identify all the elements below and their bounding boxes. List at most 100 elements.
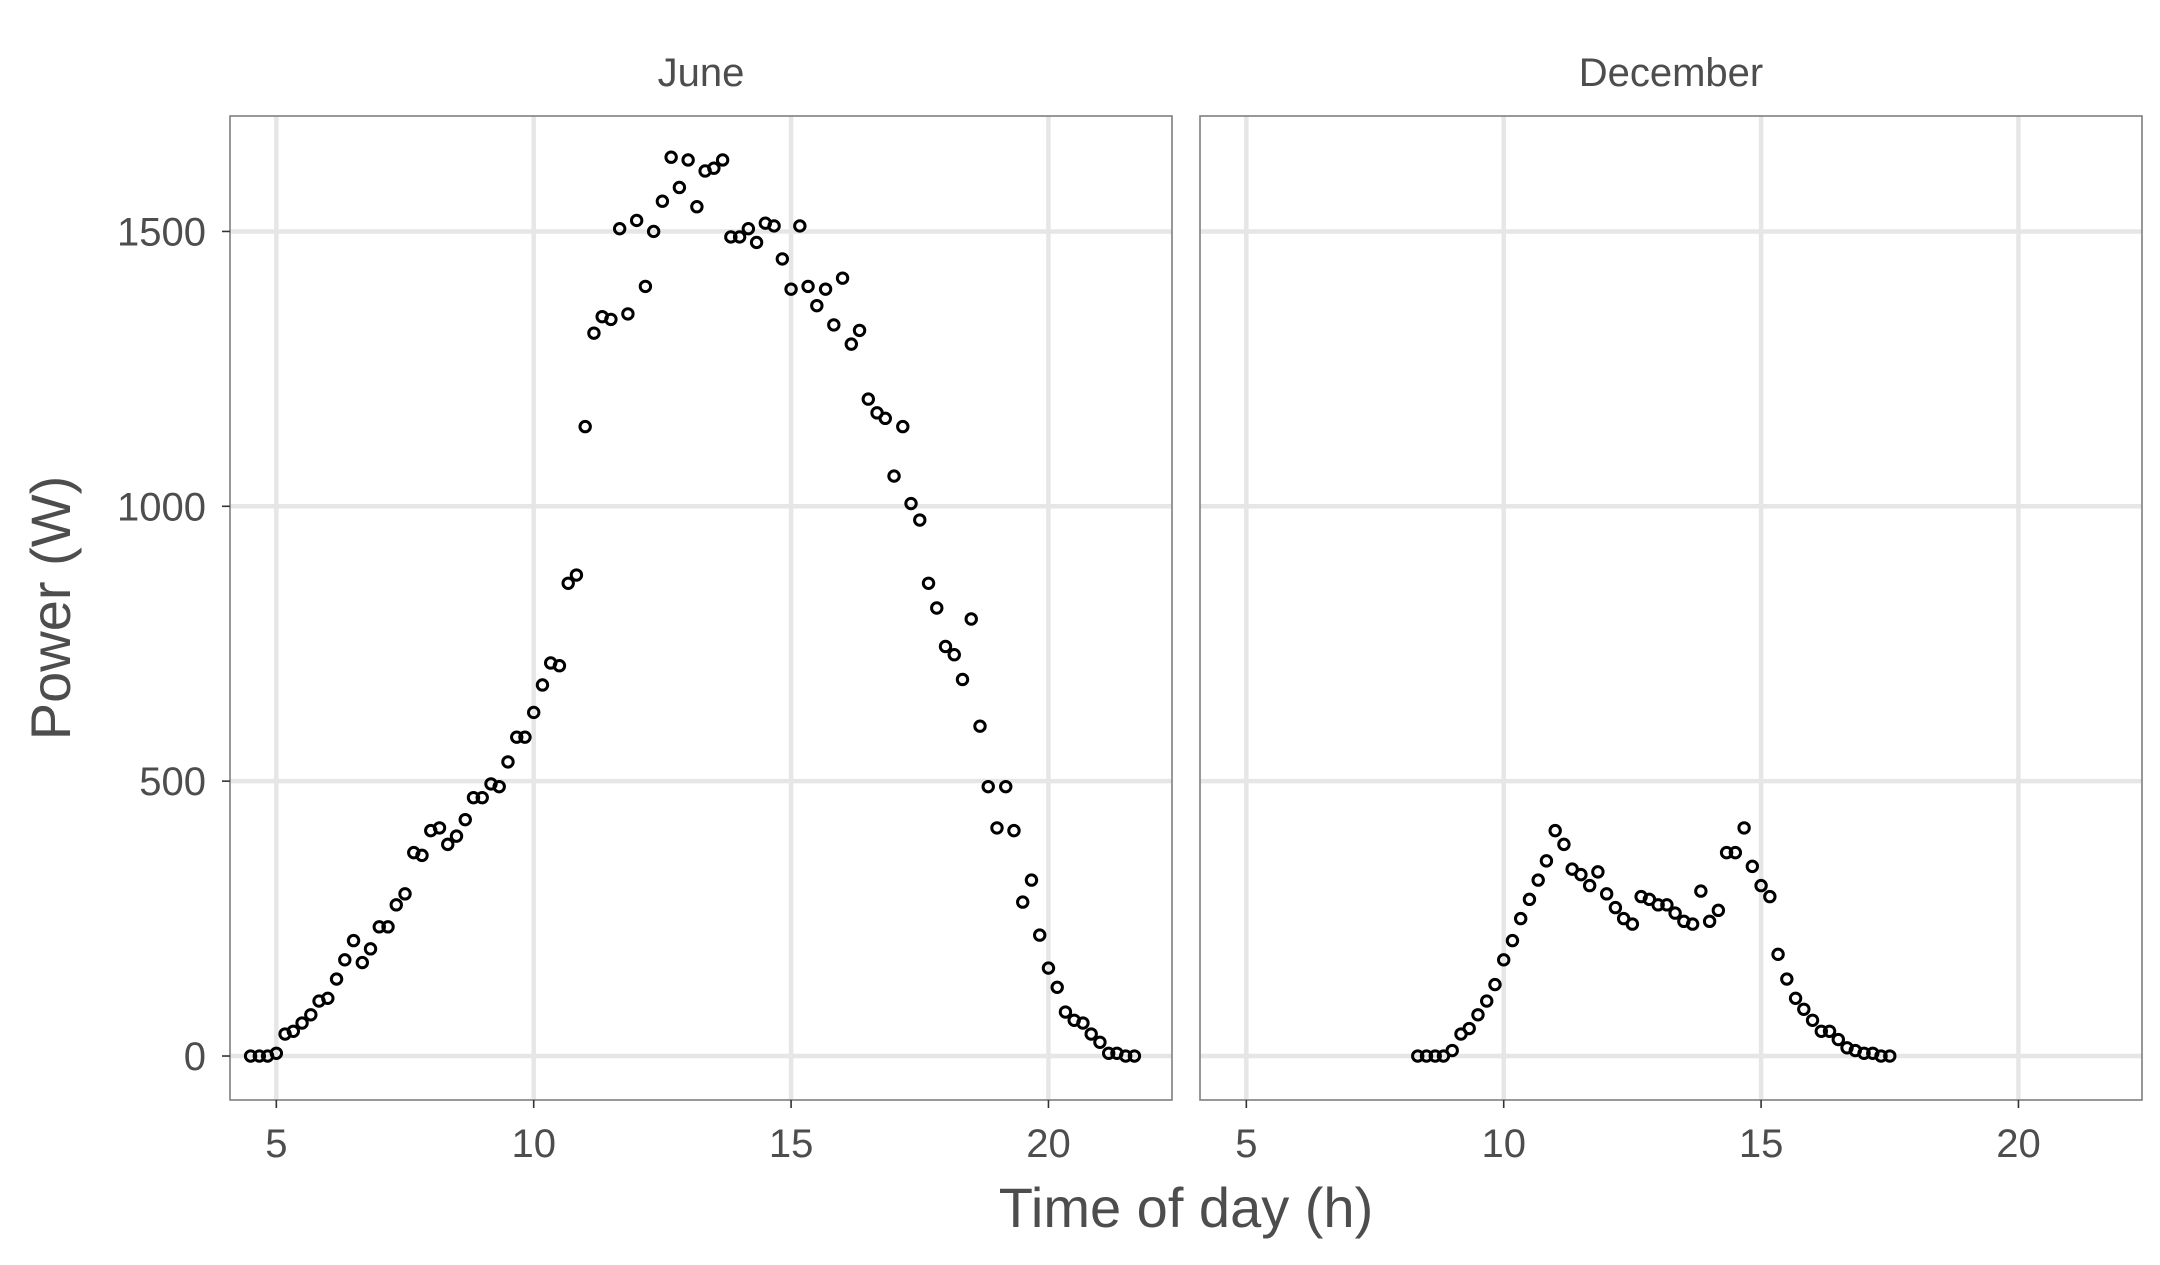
- data-point: [999, 779, 1013, 794]
- data-point: [818, 282, 833, 296]
- data-point: [715, 153, 730, 167]
- data-point: [569, 568, 584, 582]
- data-point: [1814, 1024, 1829, 1038]
- data-point: [655, 194, 670, 208]
- data-point: [612, 221, 627, 236]
- data-point: [835, 271, 850, 285]
- data-point: [604, 312, 618, 327]
- data-point: [304, 1008, 318, 1022]
- data-point: [827, 318, 841, 332]
- facet-label-june: June: [658, 51, 745, 95]
- data-point: [1411, 1049, 1425, 1063]
- x-axis-title: Time of day (h): [999, 1176, 1373, 1239]
- data-point: [1471, 1008, 1485, 1022]
- data-point: [432, 821, 447, 835]
- data-point: [372, 920, 386, 934]
- data-point: [346, 933, 361, 948]
- data-point: [1480, 994, 1494, 1008]
- x-tick-label: 20: [1026, 1122, 1071, 1166]
- data-point: [578, 419, 592, 434]
- data-point: [1763, 889, 1777, 904]
- data-point: [1488, 977, 1502, 992]
- data-point: [621, 307, 635, 321]
- data-point: [1797, 1002, 1811, 1016]
- data-point: [1788, 991, 1803, 1006]
- data-point: [955, 672, 970, 687]
- data-point: [887, 469, 901, 483]
- x-tick-label: 10: [1481, 1122, 1526, 1166]
- data-point: [1874, 1049, 1888, 1063]
- data-point: [243, 1049, 258, 1063]
- data-point: [1737, 821, 1751, 835]
- data-point: [1591, 865, 1605, 879]
- data-point: [801, 279, 815, 294]
- data-point: [810, 298, 824, 313]
- data-point: [861, 392, 875, 406]
- data-point: [389, 898, 403, 912]
- data-point: [1660, 898, 1674, 912]
- data-point: [1522, 892, 1537, 907]
- data-point: [681, 153, 695, 167]
- panel-june: June 5 10 15 20 0 500 1000 1500: [117, 51, 1173, 1166]
- data-point: [415, 848, 429, 863]
- data-point: [749, 235, 764, 250]
- data-point: [1625, 917, 1640, 931]
- data-point: [1831, 1032, 1845, 1047]
- data-point: [1076, 1016, 1090, 1030]
- data-point: [1428, 1049, 1442, 1063]
- data-point: [466, 790, 481, 805]
- data-point: [1462, 1021, 1476, 1036]
- data-point: [492, 779, 506, 794]
- data-point: [947, 648, 961, 662]
- x-tick-label: 5: [265, 1122, 287, 1166]
- data-point: [775, 252, 790, 266]
- data-point: [295, 1016, 309, 1030]
- data-point: [1711, 903, 1726, 918]
- data-point: [381, 920, 395, 934]
- data-point: [1702, 914, 1717, 929]
- data-point: [646, 224, 661, 239]
- data-point: [1058, 1005, 1073, 1019]
- data-point: [1780, 972, 1794, 986]
- data-point: [1033, 928, 1047, 942]
- data-point: [784, 282, 798, 296]
- panel-border: [229, 115, 1173, 1101]
- data-point: [638, 279, 653, 294]
- data-point: [458, 812, 472, 827]
- y-axis-title: Power (W): [19, 476, 82, 740]
- data-point: [732, 230, 747, 244]
- x-tick-label: 10: [511, 1122, 556, 1166]
- data-point: [329, 972, 344, 986]
- data-point: [930, 601, 944, 615]
- data-point: [1608, 900, 1623, 915]
- data-point: [878, 411, 892, 426]
- panel-december: December 5 10 15 20: [1199, 51, 2143, 1166]
- data-point: [1883, 1049, 1897, 1063]
- data-point: [475, 790, 489, 805]
- data-point: [664, 150, 678, 164]
- data-point: [896, 419, 910, 434]
- data-point: [1771, 947, 1785, 962]
- data-point: [672, 180, 687, 195]
- data-point: [398, 887, 412, 901]
- x-tick-label: 5: [1235, 1122, 1257, 1166]
- y-tick-label: 500: [139, 760, 206, 804]
- data-point: [1694, 884, 1708, 898]
- data-point: [1719, 845, 1734, 860]
- data-point: [587, 326, 601, 340]
- data-point: [1668, 906, 1682, 920]
- data-point: [1041, 961, 1056, 975]
- data-point: [527, 705, 541, 720]
- data-point: [1007, 823, 1021, 838]
- data-point: [1531, 873, 1545, 887]
- data-point: [1101, 1046, 1116, 1060]
- data-point: [1805, 1013, 1820, 1027]
- data-point: [1685, 917, 1700, 931]
- data-point: [1728, 845, 1743, 860]
- data-point: [852, 323, 867, 338]
- data-point: [501, 755, 515, 769]
- data-point: [990, 821, 1004, 835]
- data-point: [629, 213, 644, 228]
- data-point: [518, 730, 532, 744]
